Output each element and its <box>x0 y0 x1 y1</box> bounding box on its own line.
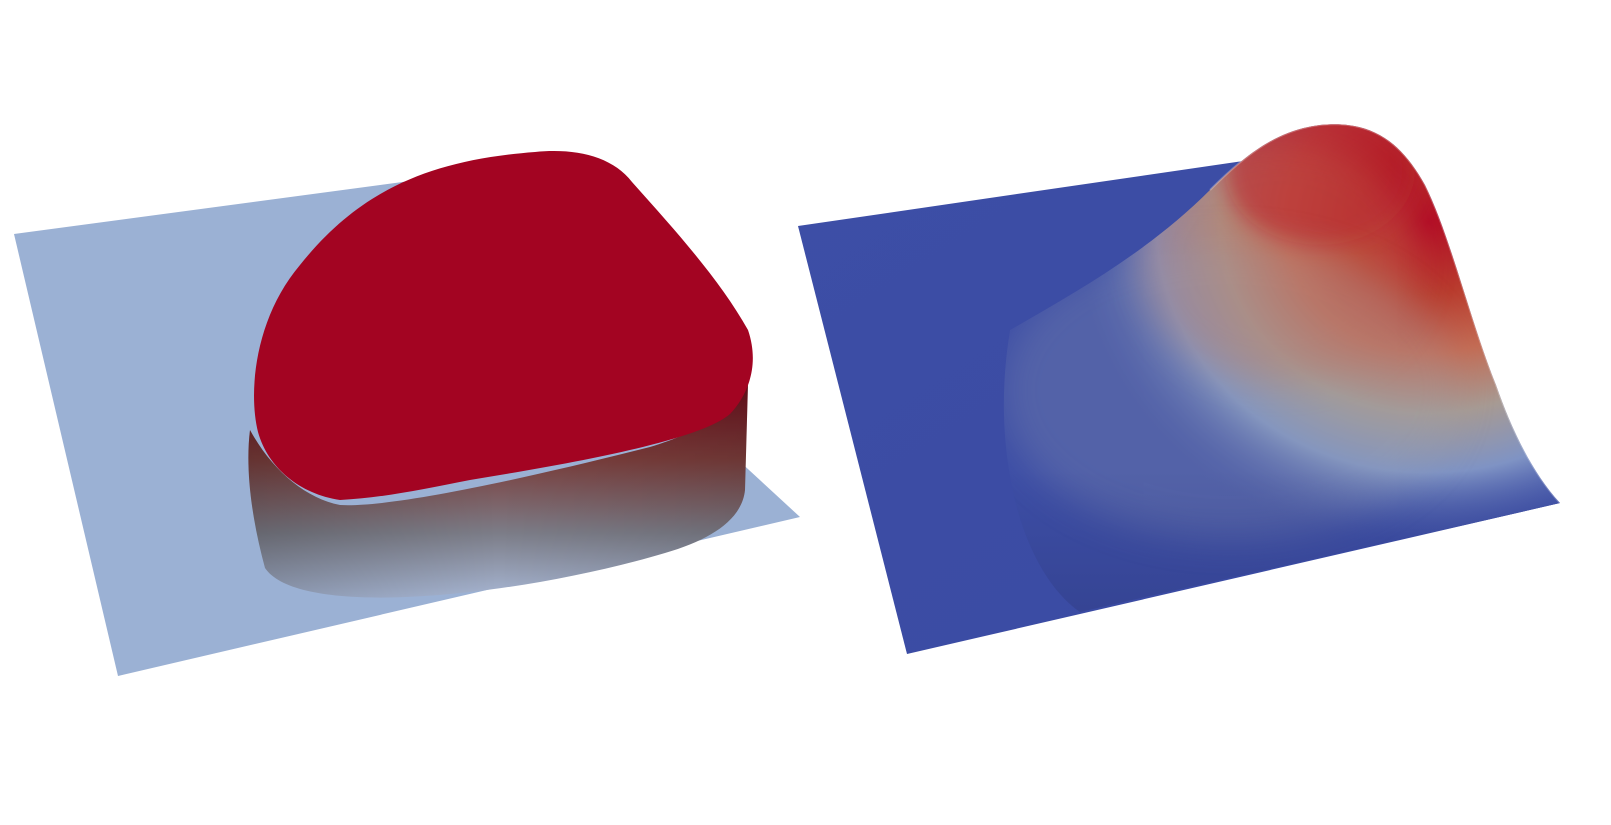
right-panel <box>798 123 1561 654</box>
right-bump-edge <box>1209 123 1561 504</box>
left-plateau-top <box>254 151 753 500</box>
left-panel <box>14 151 800 676</box>
